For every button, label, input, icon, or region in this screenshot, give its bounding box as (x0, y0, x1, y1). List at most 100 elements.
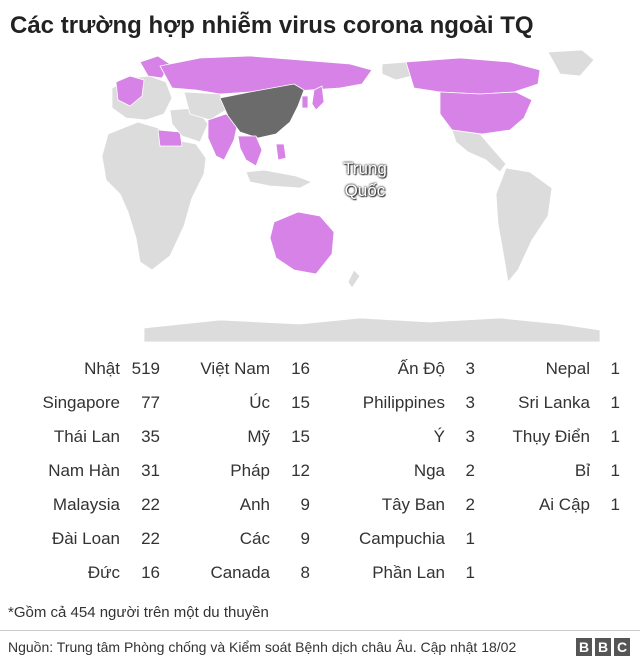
case-row: Nga 2 (310, 454, 475, 488)
case-row: Các 9 (160, 522, 310, 556)
central-asia-shape (183, 91, 227, 121)
country-name: Ai Cập (538, 495, 590, 514)
country-name: Tây Ban (381, 495, 445, 514)
case-row: Bỉ 1 (475, 454, 620, 488)
case-row: Phần Lan 1 (310, 556, 475, 590)
case-count: 22 (141, 529, 160, 548)
country-name: Canada (210, 563, 270, 582)
case-row: Malaysia 22 (0, 488, 160, 522)
case-count: 3 (465, 359, 475, 378)
case-count: 16 (291, 359, 310, 378)
case-count: 15 (291, 427, 310, 446)
country-name: Nepal (545, 359, 590, 378)
case-count: 9 (300, 495, 310, 514)
china-label: Trung Quốc (332, 158, 398, 202)
country-name: Úc (249, 393, 270, 412)
case-count: 31 (141, 461, 160, 480)
country-name: Campuchia (359, 529, 445, 548)
bbc-logo: B B C (576, 638, 630, 656)
case-row: Đài Loan 22 (0, 522, 160, 556)
country-name: Ý (433, 427, 445, 446)
country-name: Nhật (84, 359, 120, 378)
case-count: 519 (131, 359, 160, 378)
case-row: Thụy Điển 1 (475, 420, 620, 454)
country-name: Đức (87, 563, 120, 582)
china-shape (219, 83, 305, 139)
case-row: Nhật 519 (0, 352, 160, 386)
case-row: Thái Lan 35 (0, 420, 160, 454)
alaska-shape (381, 61, 413, 81)
case-row: Úc 15 (160, 386, 310, 420)
case-count: 1 (610, 359, 620, 378)
case-count: 1 (610, 393, 620, 412)
world-map-svg (101, 49, 601, 343)
case-count: 1 (610, 427, 620, 446)
mexico-shape (451, 129, 507, 173)
indonesia-shape (245, 169, 313, 189)
southeast-asia-shape (237, 135, 263, 167)
case-row: Ai Cập 1 (475, 488, 620, 522)
case-count: 15 (291, 393, 310, 412)
case-row: Sri Lanka 1 (475, 386, 620, 420)
case-count: 1 (610, 461, 620, 480)
footer-divider (0, 630, 640, 631)
case-row: Việt Nam 16 (160, 352, 310, 386)
country-name: Ấn Độ (397, 359, 445, 378)
bbc-logo-letter: B (576, 638, 592, 656)
case-row: Ấn Độ 3 (310, 352, 475, 386)
footnote: *Gồm cả 454 người trên một du thuyền (8, 604, 269, 621)
case-count: 1 (610, 495, 620, 514)
case-row: Canada 8 (160, 556, 310, 590)
case-row: Nam Hàn 31 (0, 454, 160, 488)
case-count: 16 (141, 563, 160, 582)
country-name: Mỹ (247, 427, 270, 446)
country-name: Phần Lan (372, 563, 445, 582)
egypt-shape (157, 129, 183, 147)
world-map: Trung Quốc (100, 48, 620, 348)
country-name: Singapore (42, 393, 120, 412)
country-name: Nga (413, 461, 445, 480)
case-row: Tây Ban 2 (310, 488, 475, 522)
country-name: Anh (239, 495, 270, 514)
case-count: 22 (141, 495, 160, 514)
africa-shape (101, 121, 207, 271)
case-count: 12 (291, 461, 310, 480)
case-row: Campuchia 1 (310, 522, 475, 556)
russia-shape (159, 55, 373, 95)
country-name: Thái Lan (53, 427, 120, 446)
australia-shape (269, 211, 335, 275)
case-count: 9 (300, 529, 310, 548)
case-count: 2 (465, 495, 475, 514)
bbc-logo-letter: C (614, 638, 630, 656)
case-row: Nepal 1 (475, 352, 620, 386)
korea-shape (301, 95, 309, 109)
case-row: Đức 16 (0, 556, 160, 590)
case-row: Pháp 12 (160, 454, 310, 488)
case-count: 3 (465, 427, 475, 446)
antarctica-shape (143, 317, 601, 343)
case-row: Singapore 77 (0, 386, 160, 420)
china-label-line1: Trung (343, 159, 387, 178)
japan-shape (311, 85, 325, 111)
case-count: 1 (465, 563, 475, 582)
country-name: Việt Nam (200, 359, 270, 378)
chart-title: Các trường hợp nhiễm virus corona ngoài … (10, 12, 534, 39)
case-count: 35 (141, 427, 160, 446)
case-count: 8 (300, 563, 310, 582)
case-row: Philippines 3 (310, 386, 475, 420)
source-note: Nguồn: Trung tâm Phòng chống và Kiểm soá… (8, 639, 517, 655)
greenland-shape (547, 49, 595, 77)
china-label-line2: Quốc (344, 181, 386, 200)
new-zealand-shape (347, 269, 361, 289)
country-name: Malaysia (52, 495, 120, 514)
western-europe-affected-shape (115, 75, 145, 107)
country-name: Sri Lanka (518, 393, 590, 412)
south-america-shape (495, 167, 553, 283)
canada-shape (405, 57, 541, 95)
country-name: Đài Loan (51, 529, 120, 548)
case-count: 3 (465, 393, 475, 412)
country-name: Thụy Điển (512, 427, 590, 446)
country-name: Các (239, 529, 270, 548)
bbc-logo-letter: B (595, 638, 611, 656)
